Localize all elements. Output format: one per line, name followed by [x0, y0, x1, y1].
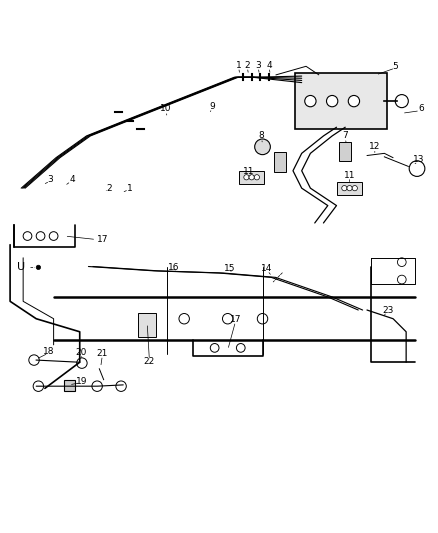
Circle shape	[397, 258, 406, 266]
Text: 7: 7	[343, 132, 348, 140]
Text: 10: 10	[160, 104, 172, 114]
FancyBboxPatch shape	[64, 380, 75, 391]
Text: 19: 19	[76, 377, 88, 386]
Circle shape	[36, 232, 45, 240]
Text: 5: 5	[392, 62, 398, 71]
Circle shape	[305, 95, 316, 107]
Text: 6: 6	[418, 104, 424, 114]
Text: 17: 17	[230, 315, 241, 324]
Text: 22: 22	[144, 357, 155, 366]
Circle shape	[257, 313, 268, 324]
Circle shape	[409, 161, 425, 176]
Text: 12: 12	[369, 142, 381, 151]
Text: 1: 1	[127, 184, 133, 192]
Circle shape	[77, 358, 87, 368]
Text: 17: 17	[97, 235, 108, 244]
Circle shape	[92, 381, 102, 391]
FancyBboxPatch shape	[339, 142, 351, 161]
Circle shape	[254, 139, 270, 155]
FancyBboxPatch shape	[138, 313, 156, 337]
Text: 18: 18	[42, 347, 54, 356]
Text: 2: 2	[106, 184, 112, 192]
Text: 13: 13	[413, 156, 425, 164]
Circle shape	[116, 381, 126, 391]
Circle shape	[348, 95, 360, 107]
FancyBboxPatch shape	[295, 73, 387, 130]
Text: 9: 9	[210, 102, 215, 111]
Text: 11: 11	[344, 171, 355, 180]
Text: 3: 3	[255, 61, 261, 70]
FancyBboxPatch shape	[337, 182, 362, 195]
Circle shape	[33, 381, 44, 391]
Text: 8: 8	[259, 132, 265, 140]
Circle shape	[49, 232, 58, 240]
Circle shape	[29, 355, 39, 365]
Circle shape	[326, 95, 338, 107]
Circle shape	[249, 175, 254, 180]
Text: U: U	[17, 262, 25, 271]
Circle shape	[223, 313, 233, 324]
Text: 11: 11	[243, 167, 254, 176]
FancyBboxPatch shape	[240, 171, 264, 184]
Text: 16: 16	[168, 263, 179, 272]
Circle shape	[395, 94, 408, 108]
Text: 14: 14	[261, 264, 272, 273]
Circle shape	[237, 344, 245, 352]
Circle shape	[397, 275, 406, 284]
Circle shape	[179, 313, 189, 324]
Circle shape	[352, 185, 357, 191]
Text: 4: 4	[266, 61, 272, 70]
Circle shape	[36, 265, 41, 270]
FancyBboxPatch shape	[274, 152, 286, 172]
Text: 15: 15	[224, 264, 236, 273]
Circle shape	[347, 185, 352, 191]
Text: 4: 4	[69, 175, 75, 184]
Circle shape	[210, 344, 219, 352]
Text: 3: 3	[47, 175, 53, 184]
Circle shape	[23, 232, 32, 240]
Text: 21: 21	[97, 349, 108, 358]
Text: 1: 1	[236, 61, 241, 70]
Text: 20: 20	[75, 348, 86, 357]
Circle shape	[254, 175, 259, 180]
Circle shape	[244, 175, 249, 180]
Circle shape	[342, 185, 347, 191]
Text: 23: 23	[382, 305, 394, 314]
Text: 2: 2	[244, 61, 250, 70]
